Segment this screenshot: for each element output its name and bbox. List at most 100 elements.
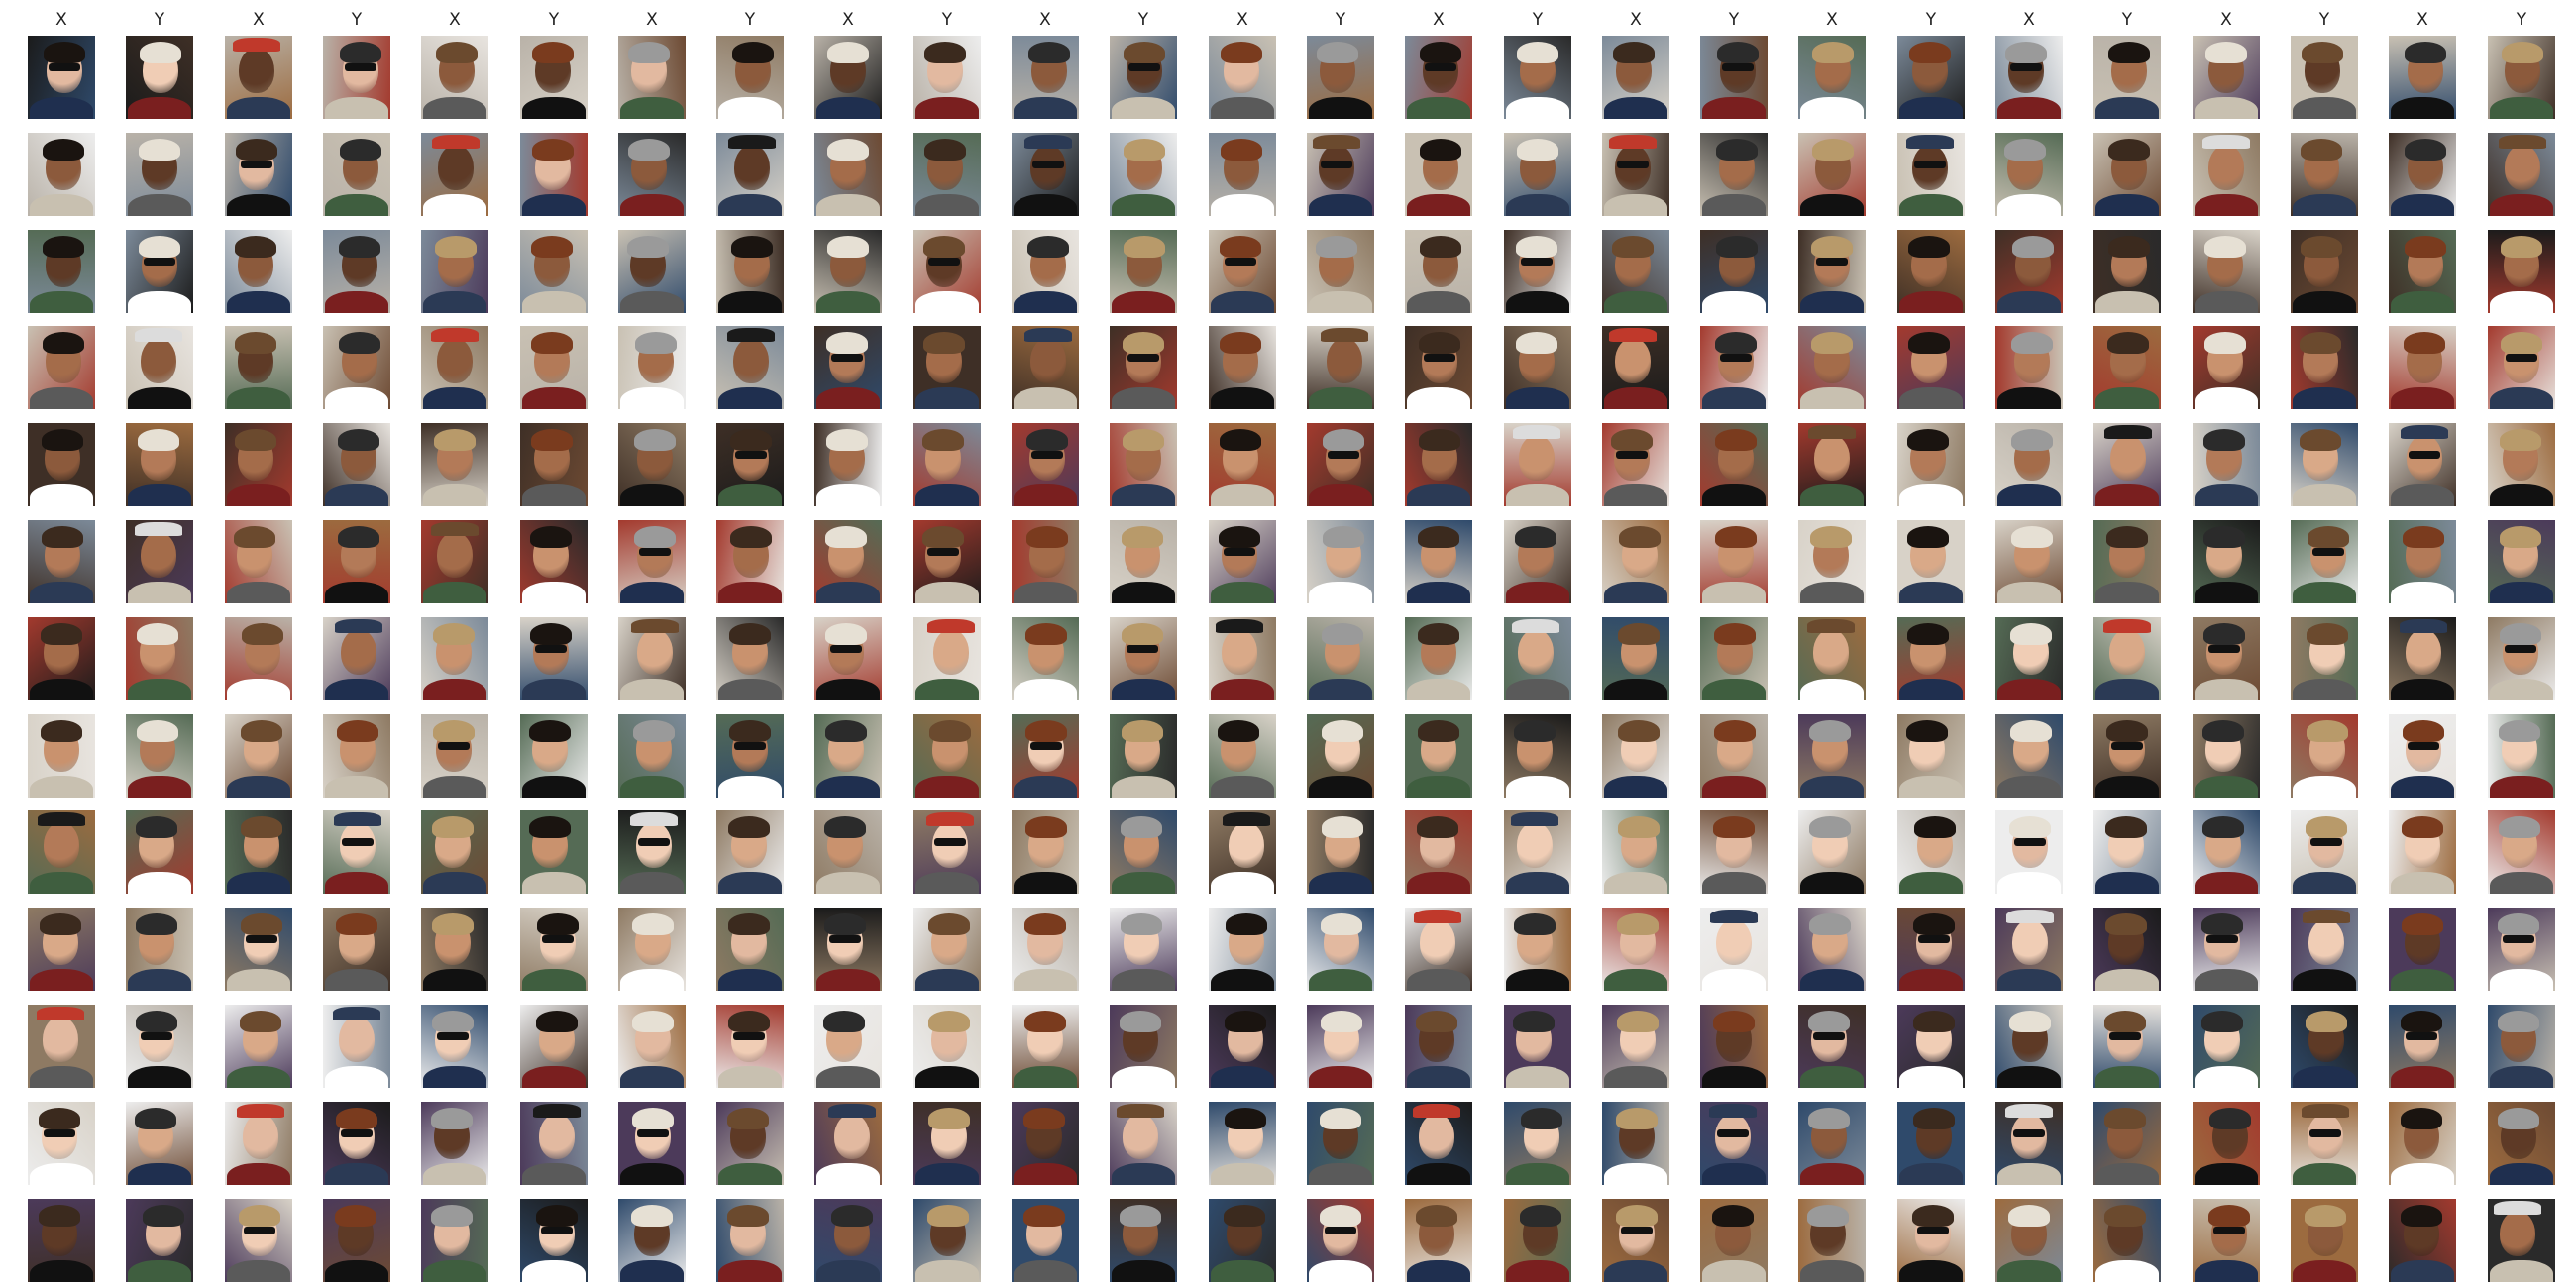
- face-thumbnail: [1700, 617, 1768, 700]
- hair: [1120, 1011, 1161, 1032]
- face-thumbnail: [323, 714, 390, 798]
- hair: [434, 429, 476, 451]
- hat: [631, 619, 679, 633]
- face-thumbnail: [1602, 520, 1669, 603]
- hair: [1416, 1011, 1457, 1032]
- face-thumbnail: [225, 810, 292, 894]
- face-thumbnail: [1700, 1199, 1768, 1282]
- hair: [338, 429, 379, 451]
- shoulders: [1702, 1260, 1766, 1282]
- face-thumbnail: [2488, 230, 2555, 313]
- face-thumbnail: [2389, 810, 2456, 894]
- hair: [924, 42, 966, 63]
- hat: [2401, 425, 2448, 439]
- hair: [536, 1011, 578, 1032]
- sunglasses: [1030, 742, 1062, 750]
- face-thumbnail: [1405, 133, 1472, 216]
- hat: [1709, 1104, 1757, 1118]
- face-thumbnail: [1897, 133, 1965, 216]
- sunglasses: [1127, 645, 1158, 653]
- shoulders: [1800, 679, 1864, 700]
- face-thumbnail: [1504, 36, 1571, 119]
- hair: [1025, 720, 1067, 742]
- hair: [2010, 720, 2052, 742]
- face-thumbnail: [716, 230, 784, 313]
- shoulders: [2195, 1163, 2258, 1185]
- face-thumbnail: [1602, 326, 1669, 409]
- shoulders: [2391, 387, 2454, 409]
- face-thumbnail: [618, 133, 686, 216]
- hat: [1413, 1104, 1460, 1118]
- hair: [2104, 1205, 2146, 1227]
- face-thumbnail: [1602, 423, 1669, 506]
- face-thumbnail: [2291, 133, 2358, 216]
- sunglasses: [2505, 645, 2536, 653]
- shoulders: [2195, 872, 2258, 894]
- hair: [529, 816, 571, 838]
- face-thumbnail: [2488, 36, 2555, 119]
- sunglasses: [1424, 354, 1455, 362]
- face-thumbnail: [913, 326, 981, 409]
- hair: [42, 429, 83, 451]
- face-thumbnail: [2093, 520, 2161, 603]
- face-thumbnail: [2488, 1199, 2555, 1282]
- face-thumbnail: [716, 1005, 784, 1088]
- shoulders: [423, 776, 486, 798]
- hair: [140, 42, 181, 63]
- face-thumbnail: [323, 1199, 390, 1282]
- face-thumbnail: [2488, 1005, 2555, 1088]
- sunglasses: [637, 1129, 669, 1137]
- face-thumbnail: [814, 36, 882, 119]
- shoulders: [1899, 1163, 1963, 1185]
- column-label-y: Y: [1137, 10, 1149, 30]
- shoulders: [1899, 387, 1963, 409]
- shoulders: [1899, 582, 1963, 603]
- shoulders: [2195, 776, 2258, 798]
- face-thumbnail: [716, 1199, 784, 1282]
- face-thumbnail: [1209, 520, 1276, 603]
- face-thumbnail: [2093, 1102, 2161, 1185]
- hair: [1717, 42, 1759, 63]
- face: [1814, 435, 1850, 481]
- hair: [1219, 526, 1260, 548]
- sunglasses: [2014, 838, 2046, 846]
- sunglasses: [928, 258, 960, 266]
- shoulders: [1407, 1066, 1470, 1088]
- shoulders: [915, 1066, 979, 1088]
- shoulders: [1997, 484, 2061, 506]
- hat: [1609, 135, 1657, 149]
- face-thumbnail: [1700, 326, 1768, 409]
- shoulders: [2293, 194, 2356, 216]
- shoulders: [1800, 1066, 1864, 1088]
- face-thumbnail: [913, 1102, 981, 1185]
- hair: [2401, 1108, 2442, 1129]
- shoulders: [1997, 1260, 2061, 1282]
- face-thumbnail: [716, 810, 784, 894]
- shoulders: [1309, 1066, 1372, 1088]
- shoulders: [2391, 484, 2454, 506]
- shoulders: [816, 872, 880, 894]
- hair: [1321, 913, 1362, 935]
- shoulders: [30, 872, 93, 894]
- hair: [2405, 139, 2446, 161]
- face-thumbnail: [1405, 714, 1472, 798]
- hair: [1419, 429, 1460, 451]
- hair: [1026, 429, 1068, 451]
- sunglasses: [2208, 645, 2240, 653]
- face-thumbnail: [1110, 1199, 1177, 1282]
- hair: [1521, 1108, 1562, 1129]
- shoulders: [1211, 969, 1274, 991]
- shoulders: [522, 776, 586, 798]
- hair: [923, 332, 965, 354]
- shoulders: [2195, 291, 2258, 313]
- shoulders: [1899, 97, 1963, 119]
- hair: [1513, 1011, 1555, 1032]
- sunglasses: [44, 1129, 75, 1137]
- shoulders: [1506, 679, 1569, 700]
- hair: [2403, 526, 2444, 548]
- face-thumbnail: [520, 36, 588, 119]
- shoulders: [522, 679, 586, 700]
- shoulders: [30, 776, 93, 798]
- hair: [728, 913, 770, 935]
- hair: [1220, 332, 1261, 354]
